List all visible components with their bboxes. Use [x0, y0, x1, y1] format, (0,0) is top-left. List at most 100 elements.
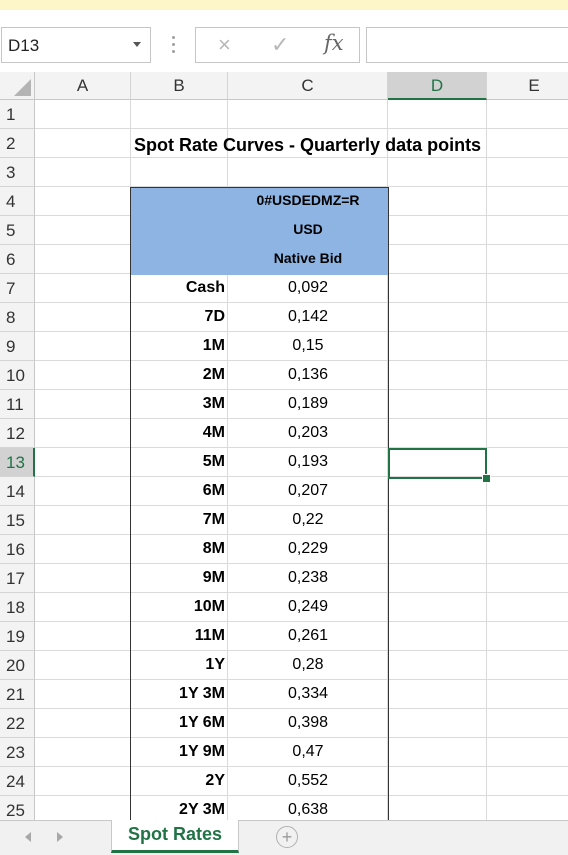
- fill-handle[interactable]: [482, 474, 491, 483]
- column-header-c[interactable]: C: [228, 72, 388, 100]
- row-header-2[interactable]: 2: [0, 129, 35, 158]
- gridline-horizontal: [35, 128, 568, 129]
- cancel-icon[interactable]: ×: [218, 32, 231, 57]
- rate-cell[interactable]: 0,203: [287, 424, 329, 441]
- row-header-16[interactable]: 16: [0, 535, 35, 564]
- row-header-8[interactable]: 8: [0, 303, 35, 332]
- rate-cell[interactable]: 0,207: [287, 482, 329, 499]
- rate-cell[interactable]: 0,193: [287, 453, 329, 470]
- row-header-12[interactable]: 12: [0, 419, 35, 448]
- gridline-horizontal: [35, 331, 568, 332]
- add-sheet-icon[interactable]: +: [276, 826, 298, 848]
- tenor-cell[interactable]: 1Y 9M: [179, 743, 225, 760]
- rate-cell[interactable]: 0,552: [287, 772, 329, 789]
- rate-cell[interactable]: 0,189: [287, 395, 329, 412]
- column-header-b[interactable]: B: [131, 72, 228, 100]
- row-header-25[interactable]: 25: [0, 796, 35, 820]
- gridline-horizontal: [35, 563, 568, 564]
- tenor-cell[interactable]: 1Y 6M: [179, 714, 225, 731]
- gridline-horizontal: [35, 360, 568, 361]
- row-header-3[interactable]: 3: [0, 158, 35, 187]
- rate-cell[interactable]: 0,398: [287, 714, 329, 731]
- tenor-cell[interactable]: 3M: [202, 395, 225, 412]
- tenor-cell[interactable]: 8M: [202, 540, 225, 557]
- rate-cell[interactable]: 0,261: [287, 627, 329, 644]
- name-box[interactable]: D13: [1, 27, 151, 63]
- row-header-6[interactable]: 6: [0, 245, 35, 274]
- tenor-cell[interactable]: 1Y: [205, 656, 225, 673]
- tenor-cell[interactable]: 10M: [193, 598, 225, 615]
- row-header-23[interactable]: 23: [0, 738, 35, 767]
- formula-input[interactable]: [366, 27, 568, 63]
- rate-cell[interactable]: 0,249: [287, 598, 329, 615]
- formula-bar-resize-handle[interactable]: [168, 32, 178, 58]
- row-header-22[interactable]: 22: [0, 709, 35, 738]
- tenor-cell[interactable]: 7M: [202, 511, 225, 528]
- gridline-horizontal: [35, 418, 568, 419]
- sheet-title: Spot Rate Curves - Quarterly data points: [134, 135, 482, 155]
- tenor-cell[interactable]: 1Y 3M: [179, 685, 225, 702]
- rate-cell[interactable]: 0,15: [292, 337, 324, 354]
- tenor-cell[interactable]: 1M: [202, 337, 225, 354]
- column-header-d[interactable]: D: [388, 72, 487, 100]
- gridline-horizontal: [35, 708, 568, 709]
- row-header-7[interactable]: 7: [0, 274, 35, 303]
- row-header-1[interactable]: 1: [0, 100, 35, 129]
- select-all-button[interactable]: [0, 72, 35, 100]
- active-cell-d13[interactable]: [388, 448, 487, 479]
- row-header-18[interactable]: 18: [0, 593, 35, 622]
- tenor-cell[interactable]: 6M: [202, 482, 225, 499]
- rate-cell[interactable]: 0,238: [287, 569, 329, 586]
- tenor-cell[interactable]: Cash: [185, 279, 225, 296]
- header-field: Native Bid: [273, 250, 343, 266]
- rate-cell[interactable]: 0,28: [292, 656, 324, 673]
- column-header-e[interactable]: E: [487, 72, 568, 100]
- gridline-horizontal: [35, 795, 568, 796]
- tenor-cell[interactable]: 11M: [194, 627, 225, 644]
- gridline-horizontal: [35, 650, 568, 651]
- gridline-horizontal: [35, 505, 568, 506]
- formula-buttons: × ✓ fx: [195, 27, 360, 63]
- sheet-tab-bar: Spot Rates +: [0, 820, 568, 855]
- rate-cell[interactable]: 0,22: [292, 511, 324, 528]
- tenor-cell[interactable]: 4M: [202, 424, 225, 441]
- row-header-5[interactable]: 5: [0, 216, 35, 245]
- row-header-11[interactable]: 11: [0, 390, 35, 419]
- rate-cell[interactable]: 0,334: [287, 685, 329, 702]
- formula-bar: D13 × ✓ fx: [0, 10, 568, 72]
- tenor-cell[interactable]: 5M: [202, 453, 225, 470]
- rate-cell[interactable]: 0,229: [287, 540, 329, 557]
- scroll-tabs-left-icon[interactable]: [25, 832, 31, 842]
- row-header-24[interactable]: 24: [0, 767, 35, 796]
- column-header-a[interactable]: A: [35, 72, 131, 100]
- row-header-17[interactable]: 17: [0, 564, 35, 593]
- tenor-cell[interactable]: 2Y: [205, 772, 225, 789]
- row-header-20[interactable]: 20: [0, 651, 35, 680]
- gridline-horizontal: [35, 157, 568, 158]
- tenor-cell[interactable]: 9M: [202, 569, 225, 586]
- tenor-cell[interactable]: 2M: [202, 366, 225, 383]
- tab-spot-rates[interactable]: Spot Rates: [111, 820, 239, 853]
- row-header-15[interactable]: 15: [0, 506, 35, 535]
- row-header-10[interactable]: 10: [0, 361, 35, 390]
- check-icon[interactable]: ✓: [271, 32, 290, 57]
- rate-cell[interactable]: 0,092: [287, 279, 329, 296]
- table-header-fill: [131, 188, 388, 275]
- row-header-9[interactable]: 9: [0, 332, 35, 361]
- insert-function-icon[interactable]: fx: [324, 31, 344, 55]
- scroll-tabs-right-icon[interactable]: [57, 832, 63, 842]
- tenor-cell[interactable]: 7D: [204, 308, 225, 325]
- rate-cell[interactable]: 0,136: [287, 366, 329, 383]
- row-header-4[interactable]: 4: [0, 187, 35, 216]
- row-header-19[interactable]: 19: [0, 622, 35, 651]
- row-header-21[interactable]: 21: [0, 680, 35, 709]
- tenor-cell[interactable]: 2Y 3M: [179, 801, 225, 818]
- rate-cell[interactable]: 0,142: [287, 308, 329, 325]
- chevron-down-icon[interactable]: [133, 42, 141, 47]
- row-header-13[interactable]: 13: [0, 448, 35, 477]
- gridline-horizontal: [35, 476, 568, 477]
- rate-cell[interactable]: 0,47: [292, 743, 324, 760]
- row-header-14[interactable]: 14: [0, 477, 35, 506]
- rate-cell[interactable]: 0,638: [287, 801, 329, 818]
- gridline-horizontal: [35, 679, 568, 680]
